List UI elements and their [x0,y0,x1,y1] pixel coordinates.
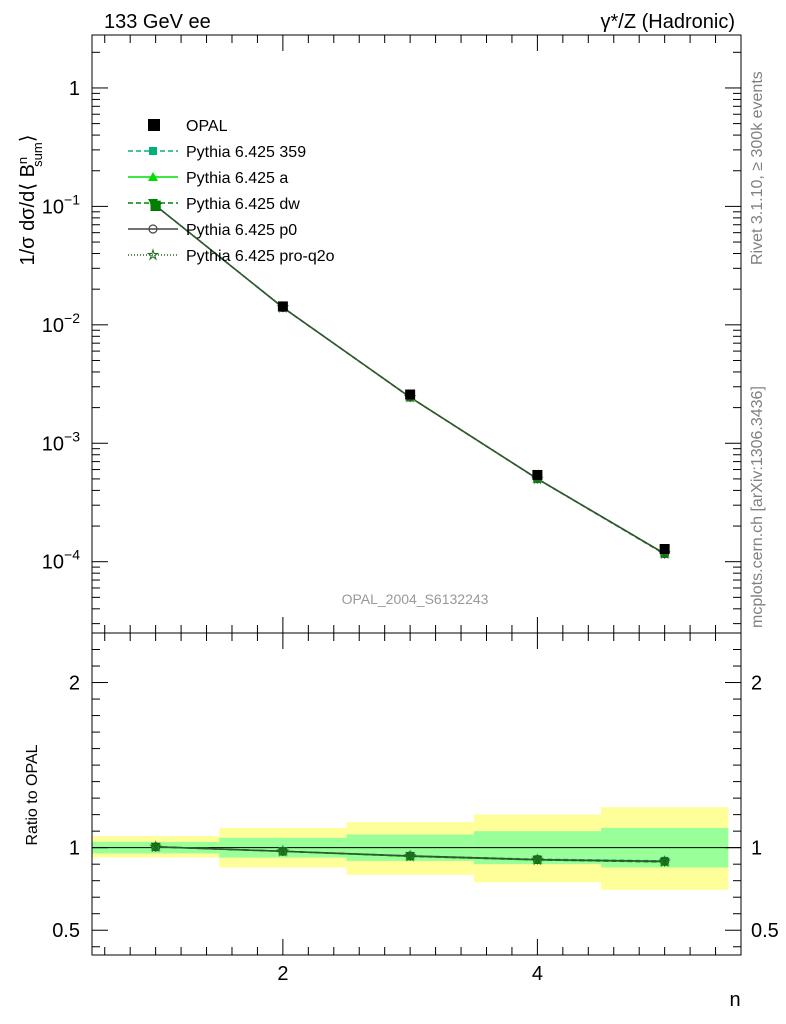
ratio-ytick-label-left-1: 1 [69,838,80,860]
ylabel-superscript: n [15,157,30,164]
main-ytick-base-2: 10 [42,315,64,337]
legend-label-5: Pythia 6.425 pro-q2o [186,248,335,265]
legend-marker-3 [148,199,158,208]
ratio-series-4-point-0 [149,840,163,853]
ratio-series-4-point-2 [403,849,417,862]
ratio-ytick-label-right-2: 0.5 [751,920,779,942]
ratio-panel: 2 2 1 1 0.5 0.5 2 4 Ratio to OPAL n [24,632,779,1011]
ratio-frame [91,632,742,956]
main-ytick-base-1: 10 [42,196,64,218]
header-right-label: γ*/Z (Hadronic) [601,11,735,33]
legend: OPAL Pythia 6.425 359 Pythia 6.425 a Pythia… [128,118,335,265]
main-ytick-label-4: 10−4 [42,547,80,574]
main-panel: OPAL_2004_S6132243 110−110−210−310−4 1/σ… [15,34,742,634]
ratio-y-axis-label: Ratio to OPAL [24,744,41,845]
ratio-series-4-point-3 [530,853,544,866]
ratio-series-4-point-1 [276,844,290,857]
ratio-series-line-4 [155,846,665,863]
legend-label-0: OPAL [186,118,228,135]
main-ytick-base-4: 10 [42,552,64,574]
ylabel-main-text: 1/σ dσ/d⟨ B [17,164,39,265]
legend-marker-0 [148,119,160,131]
legend-marker-1 [149,147,157,155]
legend-label-3: Pythia 6.425 dw [186,196,300,213]
main-ytick-label-2: 10−2 [42,310,80,337]
mcplots-label: mcplots.cern.ch [arXiv:1306.3436] [749,386,766,628]
xtick-label-0: 2 [277,963,288,985]
legend-marker-2 [148,172,158,181]
legend-label-1: Pythia 6.425 359 [186,144,306,161]
main-ytick-exp-3: −3 [64,428,80,444]
ylabel-close: ⟩ [17,134,39,142]
opal-data-point-4 [659,543,670,554]
opal-data-point-1 [277,301,288,312]
main-ytick-label-3: 10−3 [42,428,80,455]
header-left-label: 133 GeV ee [104,11,211,33]
ratio-ytick-label-left-0: 2 [69,673,80,695]
rivet-version-label: Rivet 3.1.10, ≥ 300k events [749,71,766,265]
xtick-label-1: 4 [532,963,543,985]
main-y-axis-label: 1/σ dσ/d⟨ Bnsum⟩ [15,134,45,265]
ratio-ytick-label-right-1: 1 [751,838,762,860]
legend-marker-4 [148,224,158,234]
ratio-ytick-label-left-2: 0.5 [52,920,80,942]
legend-marker-5 [146,248,160,261]
legend-label-2: Pythia 6.425 a [186,170,288,187]
legend-label-4: Pythia 6.425 p0 [186,222,297,239]
ratio-series-4-point-4 [658,854,672,868]
analysis-watermark: OPAL_2004_S6132243 [342,591,489,607]
main-ytick-exp-2: −2 [64,310,80,326]
ylabel-subscript: sum [30,142,45,167]
main-ytick-label-1: 10−1 [42,191,80,218]
ratio-ytick-label-right-0: 2 [751,673,762,695]
opal-data-point-3 [532,469,543,480]
opal-data-point-2 [405,389,416,400]
main-ytick-label-0: 1 [69,78,80,100]
overlap-marker-0 [150,200,161,211]
main-ytick-exp-4: −4 [64,547,80,563]
main-ytick-exp-1: −1 [64,191,80,207]
main-ytick-base-3: 10 [42,433,64,455]
x-axis-label: n [729,989,740,1011]
